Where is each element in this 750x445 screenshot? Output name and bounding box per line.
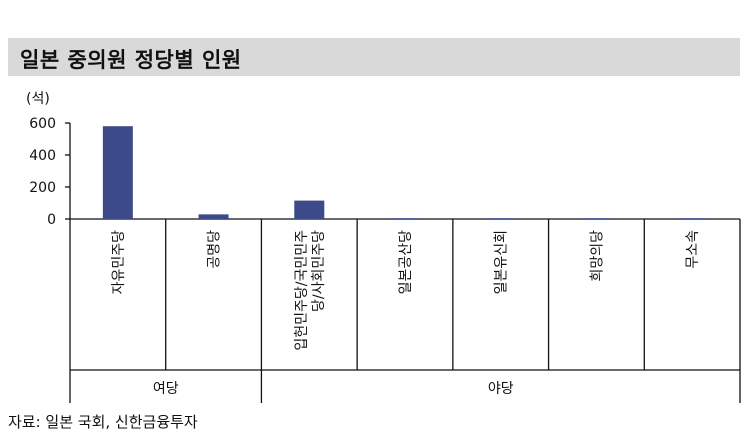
- bar: [102, 126, 133, 219]
- x-tick-label: 자유민주당: [111, 230, 127, 295]
- y-tick-label: 0: [47, 212, 56, 228]
- x-tick-label: 일본공산당: [398, 230, 414, 295]
- bar: [198, 214, 229, 219]
- x-tick-label: 일본유신회: [494, 230, 510, 294]
- bar: [485, 218, 516, 219]
- chart-title: 일본 중의원 정당별 인원: [20, 48, 242, 72]
- bar: [581, 218, 612, 219]
- x-tick-label: 입헌민주당/국민민주당/사회민주당: [294, 230, 327, 351]
- bar: [677, 218, 708, 219]
- group-label: 야당: [488, 381, 514, 397]
- title-band: 일본 중의원 정당별 인원: [8, 38, 740, 76]
- bar: [390, 218, 420, 219]
- y-unit-label: (석): [26, 91, 50, 107]
- x-tick-label: 공명당: [207, 230, 223, 269]
- source-note: 자료: 일본 국회, 신한금융투자: [8, 413, 198, 431]
- bar: [294, 200, 325, 219]
- y-tick-label: 400: [29, 148, 56, 164]
- group-label: 여당: [153, 381, 179, 397]
- x-tick-label: 희망의당: [589, 230, 605, 282]
- x-tick-label: 무소속: [685, 230, 701, 269]
- y-tick-label: 600: [29, 116, 56, 132]
- y-tick-label: 200: [29, 180, 56, 196]
